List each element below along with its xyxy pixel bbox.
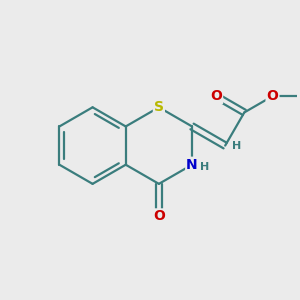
- Text: S: S: [154, 100, 164, 114]
- Text: O: O: [153, 209, 165, 224]
- Text: O: O: [267, 89, 278, 103]
- Text: H: H: [232, 141, 241, 151]
- Text: H: H: [200, 162, 209, 172]
- Text: N: N: [186, 158, 198, 172]
- Text: O: O: [210, 89, 222, 103]
